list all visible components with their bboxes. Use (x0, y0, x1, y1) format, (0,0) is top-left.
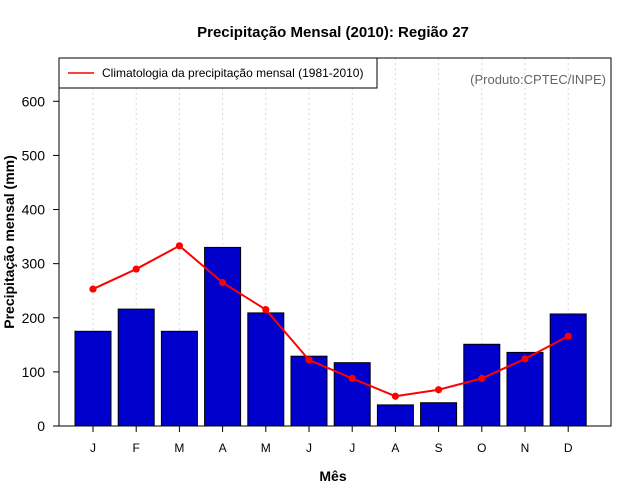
bar-6 (290, 355, 328, 427)
x-tick-label: J (306, 441, 312, 455)
x-tick-label: N (521, 441, 530, 455)
chart-title: Precipitação Mensal (2010): Região 27 (197, 24, 469, 41)
x-tick-label: J (349, 441, 355, 455)
climatology-point-12 (564, 332, 572, 340)
legend: Climatologia da precipitação mensal (198… (58, 57, 378, 89)
climatology-point-4 (219, 278, 227, 287)
legend-box (58, 57, 378, 89)
bar-11 (506, 351, 544, 427)
y-tick-label: 300 (22, 256, 46, 272)
climatology-point-3 (175, 242, 183, 250)
climatology-point-8 (391, 392, 399, 400)
bar-9 (420, 402, 458, 427)
y-axis-label: Precipitação mensal (mm) (1, 155, 17, 329)
y-tick-label: 200 (22, 310, 46, 326)
x-tick-label: J (90, 441, 96, 455)
x-tick-label: F (133, 441, 140, 455)
bar-1 (74, 330, 112, 427)
climatology-point-7 (348, 374, 356, 382)
climatology-point-11 (521, 355, 529, 363)
climatology-point-6 (305, 356, 313, 364)
y-tick-label: 0 (37, 418, 45, 434)
bar-12 (549, 313, 587, 427)
y-tick-label: 400 (22, 202, 46, 218)
bar-3 (160, 330, 198, 427)
bar-8 (376, 404, 414, 427)
legend-entry-climatology: Climatologia da precipitação mensal (198… (102, 66, 363, 80)
bar-2 (117, 308, 155, 427)
x-tick-label: O (477, 441, 486, 455)
x-tick-label: S (435, 441, 443, 455)
y-tick-label: 100 (22, 364, 46, 380)
climatology-line (92, 244, 569, 398)
source-annotation: (Produto:CPTEC/INPE) (470, 72, 606, 87)
y-axis: 0 100 200 300 400 500 600 (22, 93, 59, 434)
y-tick-label: 600 (22, 93, 46, 109)
bar-7 (333, 362, 371, 427)
bar-10 (463, 343, 501, 427)
climatology-point-5 (262, 306, 270, 314)
climatology-line-series (89, 242, 572, 400)
x-tick-label: M (261, 441, 271, 455)
x-axis-label: Mês (319, 468, 346, 484)
climatology-point-1 (89, 285, 97, 293)
bar-5 (247, 312, 285, 427)
climatology-point-9 (435, 386, 443, 394)
climatology-point-10 (478, 374, 486, 382)
x-tick-label: D (564, 441, 573, 455)
x-tick-label: A (219, 441, 227, 455)
climatology-point-2 (132, 265, 140, 273)
y-tick-label: 500 (22, 147, 46, 163)
x-tick-label: A (391, 441, 399, 455)
bar-4 (204, 246, 242, 427)
x-tick-label: M (174, 441, 184, 455)
bar-series (74, 246, 587, 427)
